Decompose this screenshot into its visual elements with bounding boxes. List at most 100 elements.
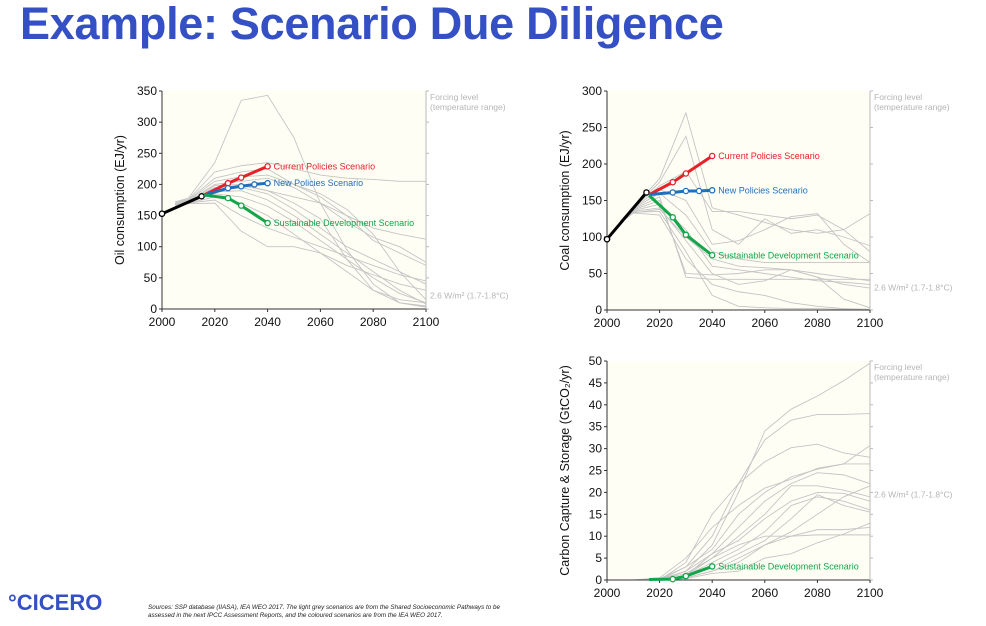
data-point <box>682 187 690 195</box>
data-point <box>682 572 690 580</box>
ssp-scenario-line <box>619 203 871 285</box>
ssp-scenario-line <box>619 208 871 282</box>
forcing-level-label: Forcing level <box>874 92 922 102</box>
ssp-scenario-line <box>619 210 870 310</box>
ssp-scenario-line <box>619 212 871 310</box>
y-tick-label: 35 <box>589 420 603 434</box>
series-label: New Policies Scenario <box>274 178 364 188</box>
forcing-2-6-label: 2.6 W/m² (1.7-1.8°C) <box>874 490 953 500</box>
data-point <box>237 202 245 209</box>
forcing-2-6-label: 2.6 W/m² (1.7-1.8°C) <box>874 282 953 292</box>
ssp-scenario-line <box>633 413 871 581</box>
oil-chart: 0 50 100 150 200 250 300 350 2000 2020 2040 2060 208… <box>113 84 509 329</box>
data-point <box>682 231 690 239</box>
ssp-scenario-line <box>175 94 427 307</box>
slide-title: Example: Scenario Due Diligence <box>20 0 724 49</box>
data-point <box>708 187 716 194</box>
series-line-sds <box>204 193 269 225</box>
x-tick-label: 2100 <box>857 586 884 600</box>
y-tick-label: 25 <box>589 464 603 478</box>
ssp-scenario-line <box>175 177 427 263</box>
x-tick-label: 2040 <box>699 316 726 330</box>
series-label: Current Policies Scenario <box>274 161 376 171</box>
series-line-current <box>648 154 714 196</box>
ssp-scenario-line <box>175 196 427 291</box>
y-tick-label: 150 <box>137 209 157 223</box>
y-tick-label: 100 <box>137 240 157 254</box>
forcing-2-6-label: 2.6 W/m² (1.7-1.8°C) <box>430 290 509 300</box>
series-line-sds <box>649 565 713 582</box>
y-tick-label: 30 <box>589 442 603 456</box>
y-tick-label: 150 <box>582 194 602 208</box>
data-point <box>198 193 205 200</box>
ssp-scenario-line <box>175 199 427 282</box>
y-tick-label: 50 <box>144 271 158 285</box>
x-tick-label: 2080 <box>804 316 831 330</box>
x-tick-label: 2080 <box>360 315 387 329</box>
y-tick-label: 50 <box>589 267 603 281</box>
y-tick-label: 0 <box>595 303 602 317</box>
data-point <box>708 152 716 160</box>
x-tick-label: 2100 <box>857 316 884 330</box>
ssp-scenario-line <box>175 183 427 308</box>
cicero-logo: °CICERO <box>8 590 103 615</box>
forcing-level-label: Forcing level <box>874 362 922 372</box>
temperature-range-label: (temperature range) <box>874 102 950 112</box>
forcing-level-label: Forcing level <box>430 92 478 102</box>
x-tick-label: 2080 <box>804 586 831 600</box>
series-line-history <box>605 191 648 241</box>
temperature-range-label: (temperature range) <box>874 372 950 382</box>
ssp-scenario-line <box>175 174 427 300</box>
y-axis-label: Carbon Capture & Storage (GtCO₂/yr) <box>558 365 572 576</box>
y-tick-label: 40 <box>589 398 603 412</box>
data-point <box>669 575 677 583</box>
x-tick-label: 2060 <box>307 315 334 329</box>
y-axis-label: Coal consumption (EJ/yr) <box>558 130 572 270</box>
ssp-scenario-line <box>633 443 871 581</box>
sources-note: Sources: SSP database (IIASA), IEA WEO 2… <box>148 604 500 619</box>
series-line-sds <box>648 194 714 257</box>
data-point <box>669 214 677 221</box>
y-tick-label: 20 <box>589 485 603 499</box>
ccs-chart: 0 5 10 15 20 25 30 35 40 45 50 2000 2020 2040 2060 2080… <box>558 354 953 600</box>
ssp-scenario-line <box>619 135 871 247</box>
data-point <box>695 187 703 195</box>
data-point <box>158 210 166 217</box>
series-label: Current Policies Scenario <box>718 151 820 161</box>
ssp-scenario-line <box>619 199 871 289</box>
data-point <box>669 178 677 186</box>
y-axis-label: Oil consumption (EJ/yr) <box>113 135 127 265</box>
x-tick-label: 2060 <box>751 586 778 600</box>
ssp-scenario-line <box>619 207 871 309</box>
y-tick-label: 100 <box>582 230 602 244</box>
series-line-current <box>203 164 269 197</box>
series-label: New Policies Scenario <box>718 185 808 195</box>
x-tick-label: 2000 <box>149 315 176 329</box>
ssp-scenario-line <box>633 463 870 581</box>
data-point <box>264 179 271 187</box>
plot-area <box>607 361 870 580</box>
series-label: Sustainable Development Scenario <box>718 250 859 260</box>
data-point <box>682 170 690 177</box>
y-tick-label: 250 <box>137 146 157 160</box>
data-point <box>224 194 232 202</box>
plot-area <box>162 91 426 309</box>
ssp-scenario-line <box>175 202 427 304</box>
y-tick-label: 0 <box>595 573 602 587</box>
y-tick-label: 300 <box>137 115 157 129</box>
data-point <box>708 563 716 570</box>
x-tick-label: 2060 <box>751 316 778 330</box>
y-tick-label: 300 <box>582 84 602 98</box>
x-tick-label: 2020 <box>646 316 673 330</box>
data-point <box>264 219 271 227</box>
coal-chart: 0 50 100 150 200 250 300 2000 2020 2040 2060 2080 21… <box>558 84 953 330</box>
x-tick-label: 2020 <box>646 586 673 600</box>
data-point <box>237 183 245 190</box>
x-tick-label: 2040 <box>699 586 726 600</box>
temperature-range-label: (temperature range) <box>430 102 506 112</box>
data-point <box>603 235 611 243</box>
y-tick-label: 200 <box>582 157 602 171</box>
y-tick-label: 10 <box>589 529 603 543</box>
data-point <box>669 189 677 196</box>
